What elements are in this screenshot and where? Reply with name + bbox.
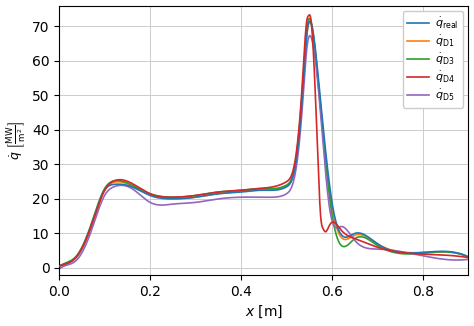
Line: $\dot{q}_\mathrm{D3}$: $\dot{q}_\mathrm{D3}$	[59, 18, 468, 266]
$\dot{q}_\mathrm{D3}$	[245, 188, 250, 192]
Legend: $\dot{q}_\mathrm{real}$, $\dot{q}_\mathrm{D1}$, $\dot{q}_\mathrm{D3}$, $\dot{q}_: $\dot{q}_\mathrm{real}$, $\dot{q}_\mathr…	[403, 11, 463, 108]
$\dot{q}_\mathrm{D1}$	[379, 244, 384, 248]
$\dot{q}_\mathrm{D3}$	[255, 187, 261, 191]
$\dot{q}_\mathrm{D4}$	[56, 264, 62, 268]
$\dot{q}_\mathrm{D3}$	[465, 255, 471, 259]
$\dot{q}_\mathrm{D4}$	[245, 188, 250, 192]
$\dot{q}_\mathrm{real}$	[307, 19, 312, 23]
Line: $\dot{q}_\mathrm{D5}$: $\dot{q}_\mathrm{D5}$	[59, 36, 468, 269]
$\dot{q}_\mathrm{D4}$	[255, 187, 261, 191]
$\dot{q}_\mathrm{D4}$	[465, 256, 471, 259]
$\dot{q}_\mathrm{D4}$	[77, 250, 83, 254]
Line: $\dot{q}_\mathrm{D1}$: $\dot{q}_\mathrm{D1}$	[59, 22, 468, 266]
$\dot{q}_\mathrm{D1}$	[77, 250, 83, 254]
$\dot{q}_\mathrm{D5}$	[56, 267, 62, 271]
$\dot{q}_\mathrm{D5}$	[454, 258, 459, 262]
$\dot{q}_\mathrm{D1}$	[255, 187, 261, 191]
$\dot{q}_\mathrm{real}$	[77, 250, 83, 254]
$\dot{q}_\mathrm{D4}$	[454, 254, 459, 258]
$\dot{q}_\mathrm{D5}$	[245, 195, 250, 199]
$\dot{q}_\mathrm{real}$	[255, 188, 261, 192]
Y-axis label: $\dot{q}$ $\left[\frac{\mathrm{MW}}{\mathrm{m}^2}\right]$: $\dot{q}$ $\left[\frac{\mathrm{MW}}{\mat…	[6, 121, 29, 160]
$\dot{q}_\mathrm{D3}$	[307, 16, 312, 20]
$\dot{q}_\mathrm{D5}$	[255, 195, 261, 199]
$\dot{q}_\mathrm{real}$	[245, 189, 250, 193]
Line: $\dot{q}_\mathrm{D4}$: $\dot{q}_\mathrm{D4}$	[59, 15, 468, 266]
$\dot{q}_\mathrm{D1}$	[454, 251, 459, 255]
Line: $\dot{q}_\mathrm{real}$: $\dot{q}_\mathrm{real}$	[59, 21, 468, 266]
$\dot{q}_\mathrm{D3}$	[77, 249, 83, 253]
$\dot{q}_\mathrm{real}$	[454, 251, 459, 255]
$\dot{q}_\mathrm{D4}$	[454, 254, 460, 258]
X-axis label: $x$ [m]: $x$ [m]	[245, 304, 283, 320]
$\dot{q}_\mathrm{D5}$	[379, 247, 384, 251]
$\dot{q}_\mathrm{real}$	[454, 251, 460, 255]
$\dot{q}_\mathrm{real}$	[56, 264, 62, 268]
$\dot{q}_\mathrm{D1}$	[465, 255, 471, 259]
$\dot{q}_\mathrm{D3}$	[454, 251, 460, 255]
$\dot{q}_\mathrm{D3}$	[379, 246, 384, 250]
$\dot{q}_\mathrm{real}$	[379, 244, 384, 248]
$\dot{q}_\mathrm{D5}$	[465, 258, 471, 261]
$\dot{q}_\mathrm{D3}$	[56, 264, 62, 268]
$\dot{q}_\mathrm{D5}$	[454, 258, 460, 262]
$\dot{q}_\mathrm{D5}$	[307, 34, 313, 37]
$\dot{q}_\mathrm{D1}$	[454, 251, 460, 255]
$\dot{q}_\mathrm{D1}$	[56, 264, 62, 268]
$\dot{q}_\mathrm{D5}$	[77, 254, 83, 258]
$\dot{q}_\mathrm{D3}$	[454, 251, 459, 255]
$\dot{q}_\mathrm{D1}$	[307, 20, 312, 23]
$\dot{q}_\mathrm{D4}$	[379, 246, 384, 250]
$\dot{q}_\mathrm{D4}$	[307, 13, 312, 17]
$\dot{q}_\mathrm{D1}$	[245, 188, 250, 192]
$\dot{q}_\mathrm{real}$	[465, 255, 471, 259]
